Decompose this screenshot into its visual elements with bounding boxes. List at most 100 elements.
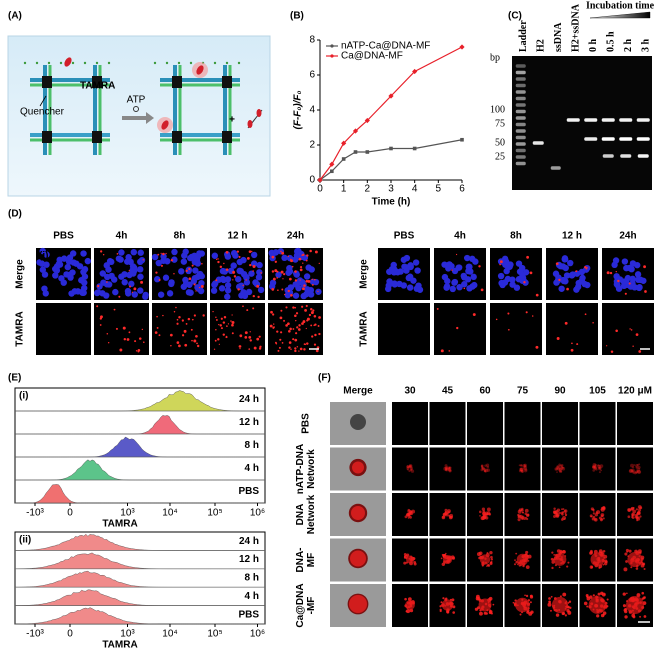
signal [635,471,638,474]
point [389,146,393,151]
signal [561,466,566,471]
panel-label: (D) [8,209,22,220]
cell [245,288,253,296]
signal [285,324,288,327]
signal [522,464,526,468]
signal [242,305,244,308]
band [515,142,526,146]
signal [295,312,299,315]
cell [121,279,128,286]
y-axis-title: (F-F₀)/F₀ [293,90,304,129]
signal [303,284,306,287]
column-label: 4h [116,231,128,242]
signal [299,279,301,281]
spheroid-signal [627,551,643,568]
signal [128,270,130,272]
x-tick-label: -10³ [26,508,44,519]
dot [165,61,169,65]
signal [283,273,286,276]
signal [644,290,647,293]
signal [249,339,252,342]
cell [154,276,161,283]
junction [92,76,102,88]
signal [119,348,123,352]
signal [521,511,524,514]
cell [126,271,133,279]
cell [61,255,68,262]
cell [125,254,132,261]
signal [521,509,524,512]
x-tick-label: 2 [365,184,371,195]
cell [210,287,218,294]
signal [550,557,554,561]
signal [295,332,298,335]
signal [562,467,564,470]
x-tick-label: 10⁶ [250,508,265,519]
cell [41,271,49,278]
cell [81,266,89,273]
signal [113,308,116,311]
signal [550,595,553,598]
signal [252,264,256,268]
signal [551,551,554,554]
signal [560,466,563,469]
signal [567,602,570,604]
cell [186,281,193,288]
column-label: PBS [53,231,74,242]
cell [42,290,49,297]
signal [477,596,481,601]
signal [294,347,297,350]
signal [281,288,284,291]
cell [449,285,457,293]
signal [406,553,410,557]
signal [302,253,305,256]
cell [403,254,411,262]
signal [445,467,449,472]
cell [155,259,162,267]
signal [444,468,448,472]
cell [390,269,398,276]
signal [622,592,626,596]
signal [226,325,228,327]
signal [632,466,635,469]
cell [560,277,568,285]
signal [284,293,286,296]
histogram [14,589,265,606]
signal [445,552,447,555]
cell [180,258,188,265]
fluorophore [196,65,204,75]
cell [256,269,263,276]
signal [225,250,229,254]
signal [525,565,530,570]
band [584,118,598,122]
column-label: 30 [404,386,416,397]
cell [79,289,86,296]
x-tick-label: 10⁵ [207,629,222,640]
signal [568,600,572,603]
signal [555,513,559,517]
row-label: PBS [238,486,259,497]
signal [225,335,228,338]
atp-label: ATP [127,95,146,106]
micrograph [94,303,149,355]
cell [240,256,247,264]
signal [524,468,528,471]
signal [562,466,565,469]
signal [482,512,486,516]
band [515,135,526,140]
signal [592,465,595,469]
signal [287,289,291,293]
signal [298,350,300,352]
signal [292,338,295,341]
cell [292,281,299,288]
cell [613,273,620,280]
signal [445,468,448,471]
signal [564,321,568,325]
signal [270,310,273,314]
signal [271,270,275,273]
cell [515,276,523,283]
signal [584,313,587,316]
signal [279,338,282,341]
signal [408,469,411,473]
signal [556,549,561,553]
